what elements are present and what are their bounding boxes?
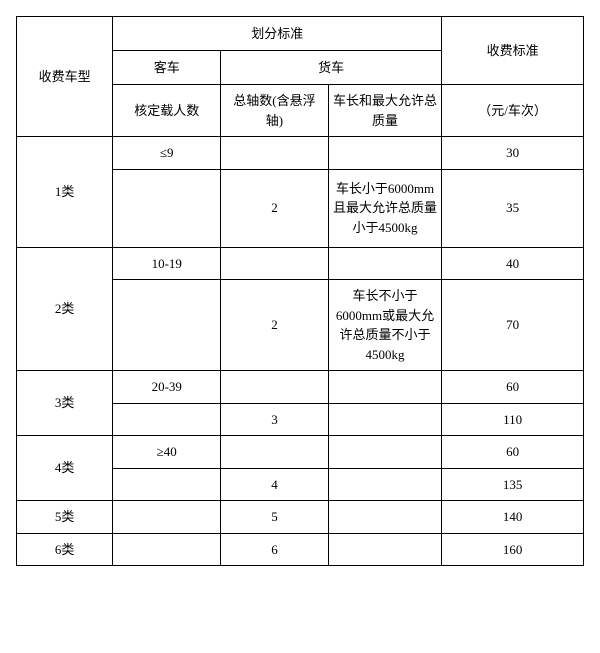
cell-length-mass — [328, 436, 441, 469]
cat-label: 3类 — [17, 371, 113, 436]
cell-fee: 135 — [442, 468, 584, 501]
cell-length-mass: 车长不小于6000mm或最大允许总质量不小于4500kg — [328, 280, 441, 371]
toll-standards-table-container: 收费车型 划分标准 收费标准 客车 货车 核定载人数 总轴数(含悬浮轴) 车长和… — [16, 16, 584, 566]
cell-fee: 60 — [442, 436, 584, 469]
cell-axles: 5 — [221, 501, 329, 534]
cell-axles — [221, 371, 329, 404]
hdr-passenger: 客车 — [113, 51, 221, 85]
table-row: 5类 5 140 — [17, 501, 584, 534]
cell-seats: ≤9 — [113, 137, 221, 170]
cell-fee: 70 — [442, 280, 584, 371]
table-row: 2类 10-19 40 — [17, 247, 584, 280]
cell-seats — [113, 403, 221, 436]
cat-label: 4类 — [17, 436, 113, 501]
table-row: 3类 20-39 60 — [17, 371, 584, 404]
toll-standards-table: 收费车型 划分标准 收费标准 客车 货车 核定载人数 总轴数(含悬浮轴) 车长和… — [16, 16, 584, 566]
cell-axles: 2 — [221, 280, 329, 371]
hdr-classification: 划分标准 — [113, 17, 442, 51]
hdr-length-mass: 车长和最大允许总质量 — [328, 85, 441, 137]
cat-label: 1类 — [17, 137, 113, 248]
cell-length-mass — [328, 403, 441, 436]
cell-seats — [113, 501, 221, 534]
cell-axles — [221, 436, 329, 469]
cell-length-mass — [328, 533, 441, 566]
hdr-fee-standard: 收费标准 — [442, 17, 584, 85]
header-row-1: 收费车型 划分标准 收费标准 — [17, 17, 584, 51]
cell-seats — [113, 468, 221, 501]
cell-axles — [221, 247, 329, 280]
cell-axles: 6 — [221, 533, 329, 566]
cell-fee: 30 — [442, 137, 584, 170]
cell-seats: 20-39 — [113, 371, 221, 404]
hdr-fee-unit: （元/车次） — [442, 85, 584, 137]
cell-fee: 140 — [442, 501, 584, 534]
table-row: 4类 ≥40 60 — [17, 436, 584, 469]
cell-axles: 4 — [221, 468, 329, 501]
cell-axles — [221, 137, 329, 170]
cell-seats — [113, 533, 221, 566]
cell-seats — [113, 169, 221, 247]
cell-fee: 60 — [442, 371, 584, 404]
cell-length-mass — [328, 501, 441, 534]
table-row: 1类 ≤9 30 — [17, 137, 584, 170]
hdr-vehicle-type: 收费车型 — [17, 17, 113, 137]
cell-fee: 160 — [442, 533, 584, 566]
cat-label: 6类 — [17, 533, 113, 566]
cell-seats: ≥40 — [113, 436, 221, 469]
cell-seats: 10-19 — [113, 247, 221, 280]
cell-seats — [113, 280, 221, 371]
cell-fee: 110 — [442, 403, 584, 436]
hdr-axles: 总轴数(含悬浮轴) — [221, 85, 329, 137]
cell-length-mass — [328, 137, 441, 170]
cell-length-mass — [328, 247, 441, 280]
cell-axles: 3 — [221, 403, 329, 436]
cat-label: 5类 — [17, 501, 113, 534]
cell-axles: 2 — [221, 169, 329, 247]
cell-length-mass: 车长小于6000mm且最大允许总质量小于4500kg — [328, 169, 441, 247]
hdr-seats: 核定载人数 — [113, 85, 221, 137]
cell-fee: 40 — [442, 247, 584, 280]
table-row: 6类 6 160 — [17, 533, 584, 566]
hdr-truck: 货车 — [221, 51, 442, 85]
cell-length-mass — [328, 468, 441, 501]
cat-label: 2类 — [17, 247, 113, 371]
cell-fee: 35 — [442, 169, 584, 247]
cell-length-mass — [328, 371, 441, 404]
